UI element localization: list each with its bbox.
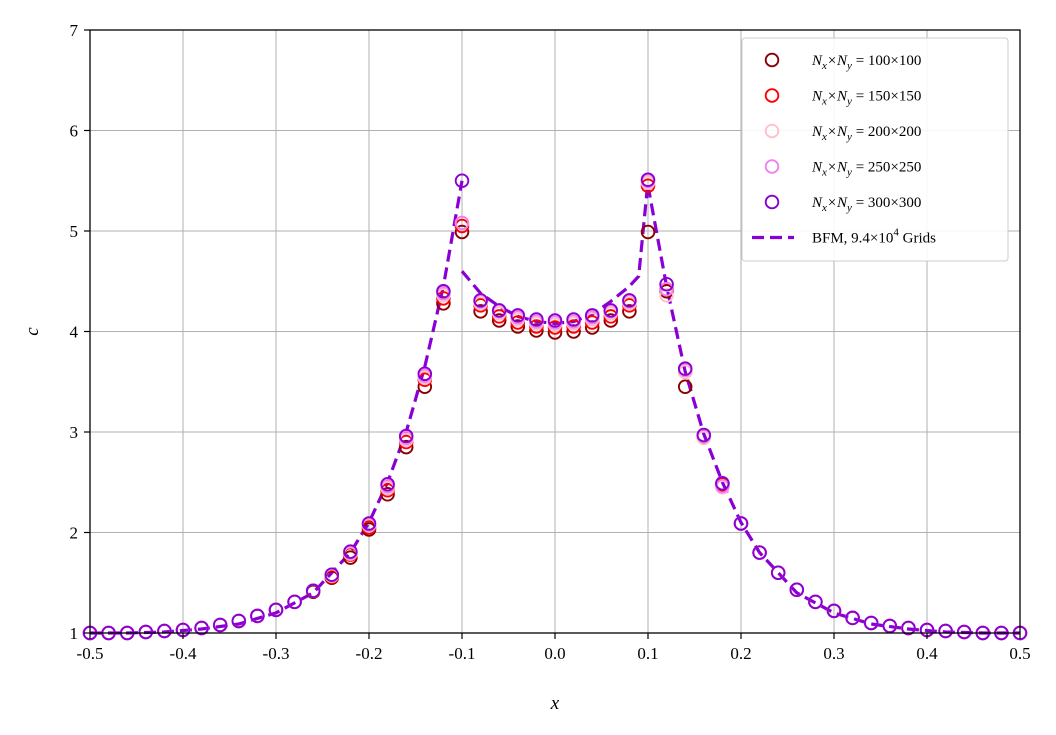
data-point xyxy=(231,613,247,629)
legend-label: Nx×Ny = 250×250 xyxy=(811,160,921,179)
data-point xyxy=(677,361,693,376)
data-point xyxy=(808,594,823,610)
data-point xyxy=(454,224,470,240)
data-point xyxy=(715,476,730,491)
data-point xyxy=(287,594,302,610)
data-point xyxy=(194,620,209,636)
x-tick-label: 0.5 xyxy=(1009,644,1030,663)
x-axis-label: x xyxy=(550,693,560,714)
data-point xyxy=(845,610,860,626)
legend-label: BFM, 9.4×104 Grids xyxy=(812,227,936,247)
data-point xyxy=(157,623,172,639)
series-5 xyxy=(82,172,1028,641)
data-point xyxy=(398,428,414,444)
x-tick-label: 0.2 xyxy=(730,644,751,663)
x-tick-label: 0.1 xyxy=(637,644,658,663)
data-point xyxy=(659,282,674,297)
y-tick-label: 3 xyxy=(70,423,79,442)
data-point xyxy=(417,366,433,381)
data-point xyxy=(380,477,395,492)
y-tick-label: 5 xyxy=(70,222,79,241)
legend-marker xyxy=(764,88,780,103)
data-point xyxy=(138,624,154,640)
data-point xyxy=(436,284,451,299)
data-point xyxy=(789,582,805,598)
data-point xyxy=(733,516,749,531)
data-point xyxy=(491,303,507,318)
data-point xyxy=(361,516,377,531)
legend: Nx×Ny = 100×100 Nx×Ny = 150×150 Nx×Ny = 20… xyxy=(741,37,1009,262)
data-point xyxy=(268,602,284,618)
data-point xyxy=(510,308,526,323)
x-tick-label: -0.5 xyxy=(77,644,104,663)
data-point xyxy=(584,308,600,323)
data-point xyxy=(473,304,488,319)
y-tick-label: 1 xyxy=(70,624,79,643)
y-axis-label: c xyxy=(22,327,43,336)
legend-label: Nx×Ny = 200×200 xyxy=(811,124,921,143)
data-point xyxy=(510,319,526,334)
data-point xyxy=(770,565,786,580)
x-tick-label: 0.0 xyxy=(544,644,565,663)
x-tick-label: 0.3 xyxy=(823,644,844,663)
data-point xyxy=(603,313,619,328)
data-point xyxy=(566,312,581,327)
data-point xyxy=(398,439,414,455)
legend-marker xyxy=(764,159,780,174)
x-tick-label: -0.1 xyxy=(449,644,476,663)
x-tick-label: -0.3 xyxy=(263,644,290,663)
data-point xyxy=(640,224,656,240)
data-point xyxy=(956,624,972,640)
legend-label: Nx×Ny = 150×150 xyxy=(811,89,921,108)
data-point xyxy=(696,427,712,443)
data-point xyxy=(938,623,953,639)
data-point xyxy=(473,293,488,308)
y-tick-label: 4 xyxy=(70,323,79,342)
legend-marker xyxy=(764,123,780,139)
data-point xyxy=(529,323,544,338)
legend-label: Nx×Ny = 300×300 xyxy=(811,195,921,214)
data-point xyxy=(305,583,321,599)
data-point xyxy=(622,293,637,308)
data-point xyxy=(659,277,674,292)
legend-box xyxy=(741,37,1009,262)
data-point xyxy=(250,608,265,624)
data-point xyxy=(380,487,395,502)
data-point xyxy=(826,603,842,619)
y-tick-label: 2 xyxy=(70,524,79,543)
data-point xyxy=(212,617,228,633)
x-tick-label: -0.2 xyxy=(356,644,383,663)
data-point xyxy=(882,618,898,634)
data-point xyxy=(547,313,563,328)
data-point xyxy=(454,215,470,231)
y-tick-label: 6 xyxy=(70,122,79,141)
data-point xyxy=(343,544,358,559)
legend-marker xyxy=(764,194,780,210)
data-point xyxy=(491,313,507,328)
data-point xyxy=(863,615,879,631)
ticks: -0.5 -0.4 -0.3 -0.2 -0.1 0.0 0.1 0.2 0.3 0.4 0.5 1 2… xyxy=(70,21,1031,663)
data-point xyxy=(622,304,637,319)
data-point xyxy=(901,620,916,636)
x-tick-label: -0.4 xyxy=(170,644,197,663)
data-point xyxy=(529,312,544,327)
data-point xyxy=(659,288,674,303)
legend-marker xyxy=(764,52,780,68)
legend-label: Nx×Ny = 100×100 xyxy=(811,53,921,72)
data-points xyxy=(82,172,1028,641)
y-tick-label: 7 xyxy=(70,21,79,40)
x-tick-label: 0.4 xyxy=(916,644,938,663)
data-point xyxy=(640,172,656,187)
data-point xyxy=(677,379,693,395)
data-point xyxy=(603,303,619,318)
data-point xyxy=(454,173,470,188)
data-point xyxy=(752,545,767,560)
data-point xyxy=(324,567,340,582)
